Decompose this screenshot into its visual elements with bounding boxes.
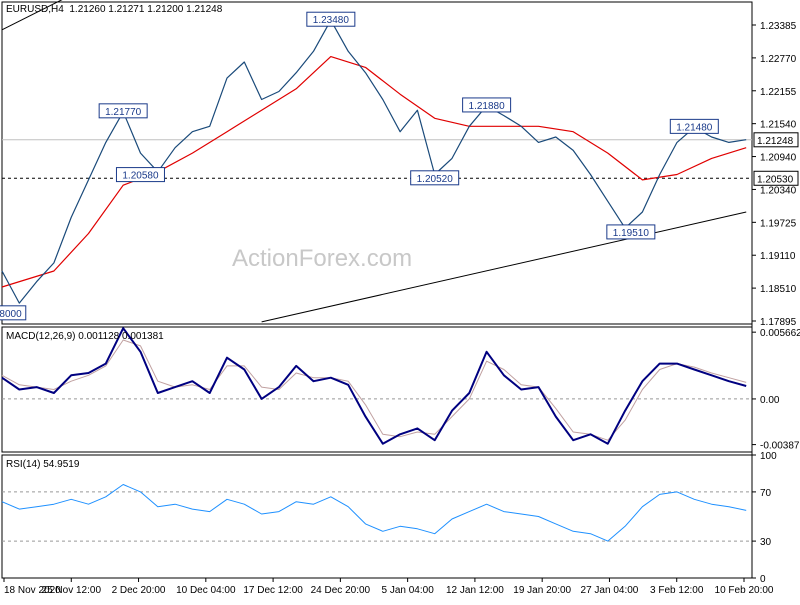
price-y-tick-label: 1.23385	[760, 21, 797, 32]
x-tick-label: 17 Dec 12:00	[243, 585, 303, 596]
price-y-tick-label: 1.18510	[760, 284, 797, 295]
annotation-label-4: 1.20520	[417, 174, 454, 185]
price-y-tick-label: 1.20940	[760, 153, 797, 164]
watermark: ActionForex.com	[232, 245, 413, 272]
annotation-box-2	[115, 167, 165, 183]
price-y-tick-label: 1.17895	[760, 317, 797, 328]
macd-y-tick-label: 0.00	[760, 395, 780, 406]
x-tick-label: 18 Nov 2020	[4, 585, 61, 596]
annotation-label-5: 1.21880	[469, 101, 506, 112]
annotation-label-6: 1.19510	[613, 228, 650, 239]
x-tick-label: 10 Feb 20:00	[715, 585, 774, 596]
macd-panel-title: MACD(12,26,9) 0.001128 0.001381	[6, 331, 164, 342]
annotation-box-4	[410, 170, 460, 186]
macd-line	[1, 327, 747, 445]
x-tick-label: 3 Feb 12:00	[650, 585, 704, 596]
annotation-label-0: 18000	[0, 309, 22, 320]
annotation-label-7: 1.21480	[676, 122, 713, 133]
current-price-tag	[753, 132, 799, 148]
ohlc-header: 1.21260 1.21271 1.21200 1.21248	[69, 4, 223, 15]
rsi-y-tick-label: 0	[760, 574, 766, 585]
support-level-tag	[753, 170, 799, 186]
price-y-tick-label: 1.19110	[760, 251, 796, 262]
rsi-y-tick-label: 30	[760, 537, 772, 548]
rsi-y-tick-label: 70	[760, 488, 772, 499]
macd-y-tick-label: -0.003872	[760, 441, 800, 452]
x-tick-label: 24 Dec 20:00	[311, 585, 371, 596]
price-y-tick-label: 1.19725	[760, 218, 797, 229]
price-y-tick-label: 1.22155	[760, 87, 797, 98]
annotation-box-7	[669, 118, 719, 134]
annotation-label-3: 1.23480	[313, 15, 350, 26]
x-tick-label: 10 Dec 04:00	[176, 585, 236, 596]
price-panel-title: EURUSD,H4 1.21260 1.21271 1.21200 1.2124…	[6, 4, 223, 15]
price-y-tick-label: 1.22770	[760, 54, 797, 65]
macd-y-tick-label: 0.005662	[760, 328, 800, 339]
rsi-panel-title: RSI(14) 54.9519	[6, 459, 80, 470]
rsi-line	[1, 484, 747, 542]
annotation-box-6	[606, 224, 656, 240]
annotation-box-5	[462, 97, 512, 113]
macd-signal-line	[1, 339, 747, 441]
price-panel-frame	[1, 1, 753, 325]
annotation-label-2: 1.20580	[122, 171, 159, 182]
annotation-box-1	[98, 103, 148, 119]
trendline-0	[1, 0, 63, 31]
x-tick-label: 12 Jan 12:00	[446, 585, 504, 596]
current-price-label: 1.21248	[757, 136, 794, 147]
x-tick-label: 5 Jan 04:00	[382, 585, 435, 596]
annotation-label-1: 1.21770	[105, 107, 142, 118]
rsi-y-tick-label: 100	[760, 451, 777, 462]
x-tick-label: 25 Nov 12:00	[42, 585, 102, 596]
x-tick-label: 19 Jan 20:00	[513, 585, 571, 596]
price-line	[1, 19, 747, 304]
support-level-label: 1.20530	[757, 174, 794, 185]
trendline-1	[261, 211, 747, 323]
price-y-tick-label: 1.21540	[760, 120, 797, 131]
annotation-box-3	[306, 11, 356, 27]
annotation-box-0	[0, 305, 27, 321]
price-y-tick-label: 1.20340	[760, 185, 797, 196]
x-tick-label: 2 Dec 20:00	[112, 585, 166, 596]
rsi-panel-frame	[1, 454, 753, 579]
x-tick-label: 27 Jan 04:00	[581, 585, 639, 596]
